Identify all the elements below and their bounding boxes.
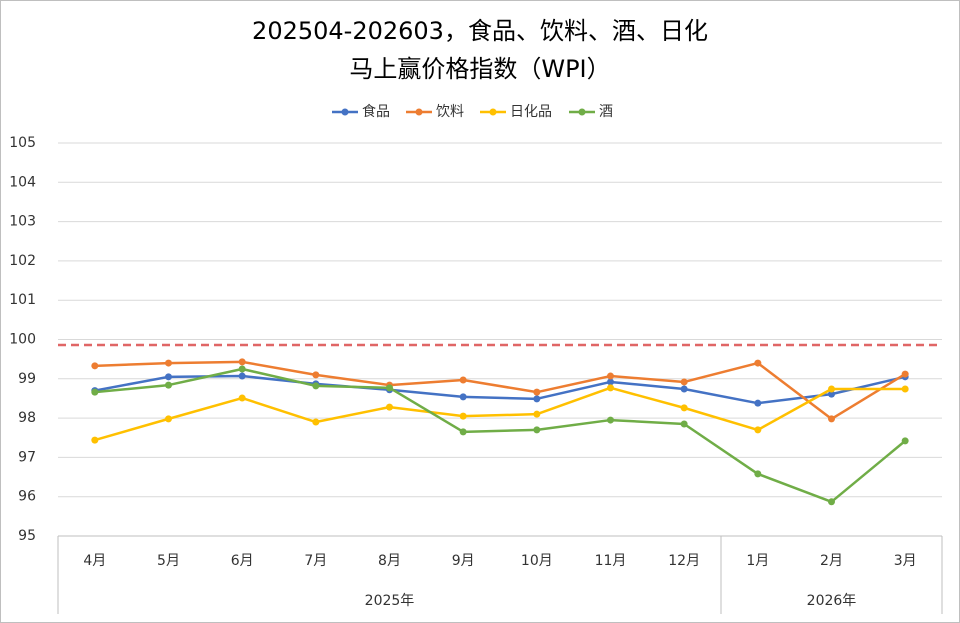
point <box>607 384 614 392</box>
x-tick-label: 8月 <box>378 553 401 569</box>
point <box>165 373 172 381</box>
x-tick-label: 10月 <box>521 553 553 569</box>
point <box>165 381 172 389</box>
point <box>680 420 688 428</box>
y-tick-label: 98 <box>18 410 36 426</box>
x-tick-label: 11月 <box>595 553 627 569</box>
point <box>238 358 246 366</box>
point <box>238 372 246 380</box>
series-line <box>94 360 906 421</box>
point <box>459 393 467 401</box>
y-tick-label: 95 <box>18 528 36 544</box>
group-label: 2025年 <box>365 593 415 609</box>
x-tick-label: 6月 <box>231 553 254 569</box>
point <box>312 371 320 379</box>
point <box>901 437 909 445</box>
point <box>607 372 614 380</box>
legend-marker <box>341 108 349 116</box>
point <box>828 385 835 393</box>
x-tick-label: 2月 <box>820 553 843 569</box>
y-tick-label: 103 <box>9 214 36 230</box>
series-line <box>94 386 906 442</box>
legend-marker <box>489 108 497 116</box>
point <box>607 416 614 424</box>
point <box>533 388 541 396</box>
x-tick-label: 4月 <box>83 553 106 569</box>
point <box>828 390 835 398</box>
series-line <box>94 367 906 504</box>
point <box>91 388 99 396</box>
point <box>828 415 835 423</box>
point <box>607 378 614 386</box>
point <box>459 428 467 436</box>
legend-marker <box>415 108 423 116</box>
point <box>754 426 762 434</box>
legend-label: 食品 <box>362 103 390 120</box>
point <box>533 410 541 418</box>
y-tick-label: 104 <box>9 174 36 190</box>
x-tick-label: 7月 <box>304 553 327 569</box>
y-tick-label: 100 <box>9 332 36 348</box>
y-tick-label: 101 <box>9 292 36 308</box>
point <box>901 385 909 393</box>
point <box>459 376 467 384</box>
point <box>165 415 172 423</box>
x-tick-label: 1月 <box>746 553 769 569</box>
point <box>680 378 688 386</box>
x-tick-label: 9月 <box>452 553 475 569</box>
point <box>238 394 246 402</box>
point <box>901 370 909 378</box>
point <box>312 382 320 390</box>
point <box>459 412 467 420</box>
legend-label: 酒 <box>599 104 613 120</box>
point <box>165 359 172 367</box>
point <box>533 426 541 434</box>
chart-title: 202504-202603，食品、饮料、酒、日化 <box>252 17 708 45</box>
point <box>386 384 393 392</box>
point <box>680 404 688 412</box>
point <box>754 399 762 407</box>
y-tick-label: 105 <box>9 135 36 151</box>
legend-label: 饮料 <box>436 104 464 120</box>
y-tick-label: 96 <box>18 489 36 505</box>
point <box>754 470 762 478</box>
group-label: 2026年 <box>807 593 857 609</box>
x-tick-label: 3月 <box>894 553 917 569</box>
point <box>533 395 541 403</box>
point <box>91 436 99 444</box>
legend-label: 日化品 <box>510 104 552 120</box>
chart-title: 马上赢价格指数（WPI） <box>349 55 610 83</box>
point <box>828 498 835 506</box>
y-tick-label: 99 <box>18 371 36 387</box>
point <box>312 418 320 426</box>
x-tick-label: 5月 <box>157 553 180 569</box>
point <box>680 385 688 393</box>
point <box>386 403 393 411</box>
y-tick-label: 102 <box>9 253 36 269</box>
point <box>754 359 762 367</box>
point <box>238 365 246 373</box>
point <box>91 362 99 370</box>
series-line <box>94 374 906 405</box>
x-tick-label: 12月 <box>668 553 700 569</box>
legend-marker <box>578 108 586 116</box>
y-tick-label: 97 <box>18 449 36 465</box>
